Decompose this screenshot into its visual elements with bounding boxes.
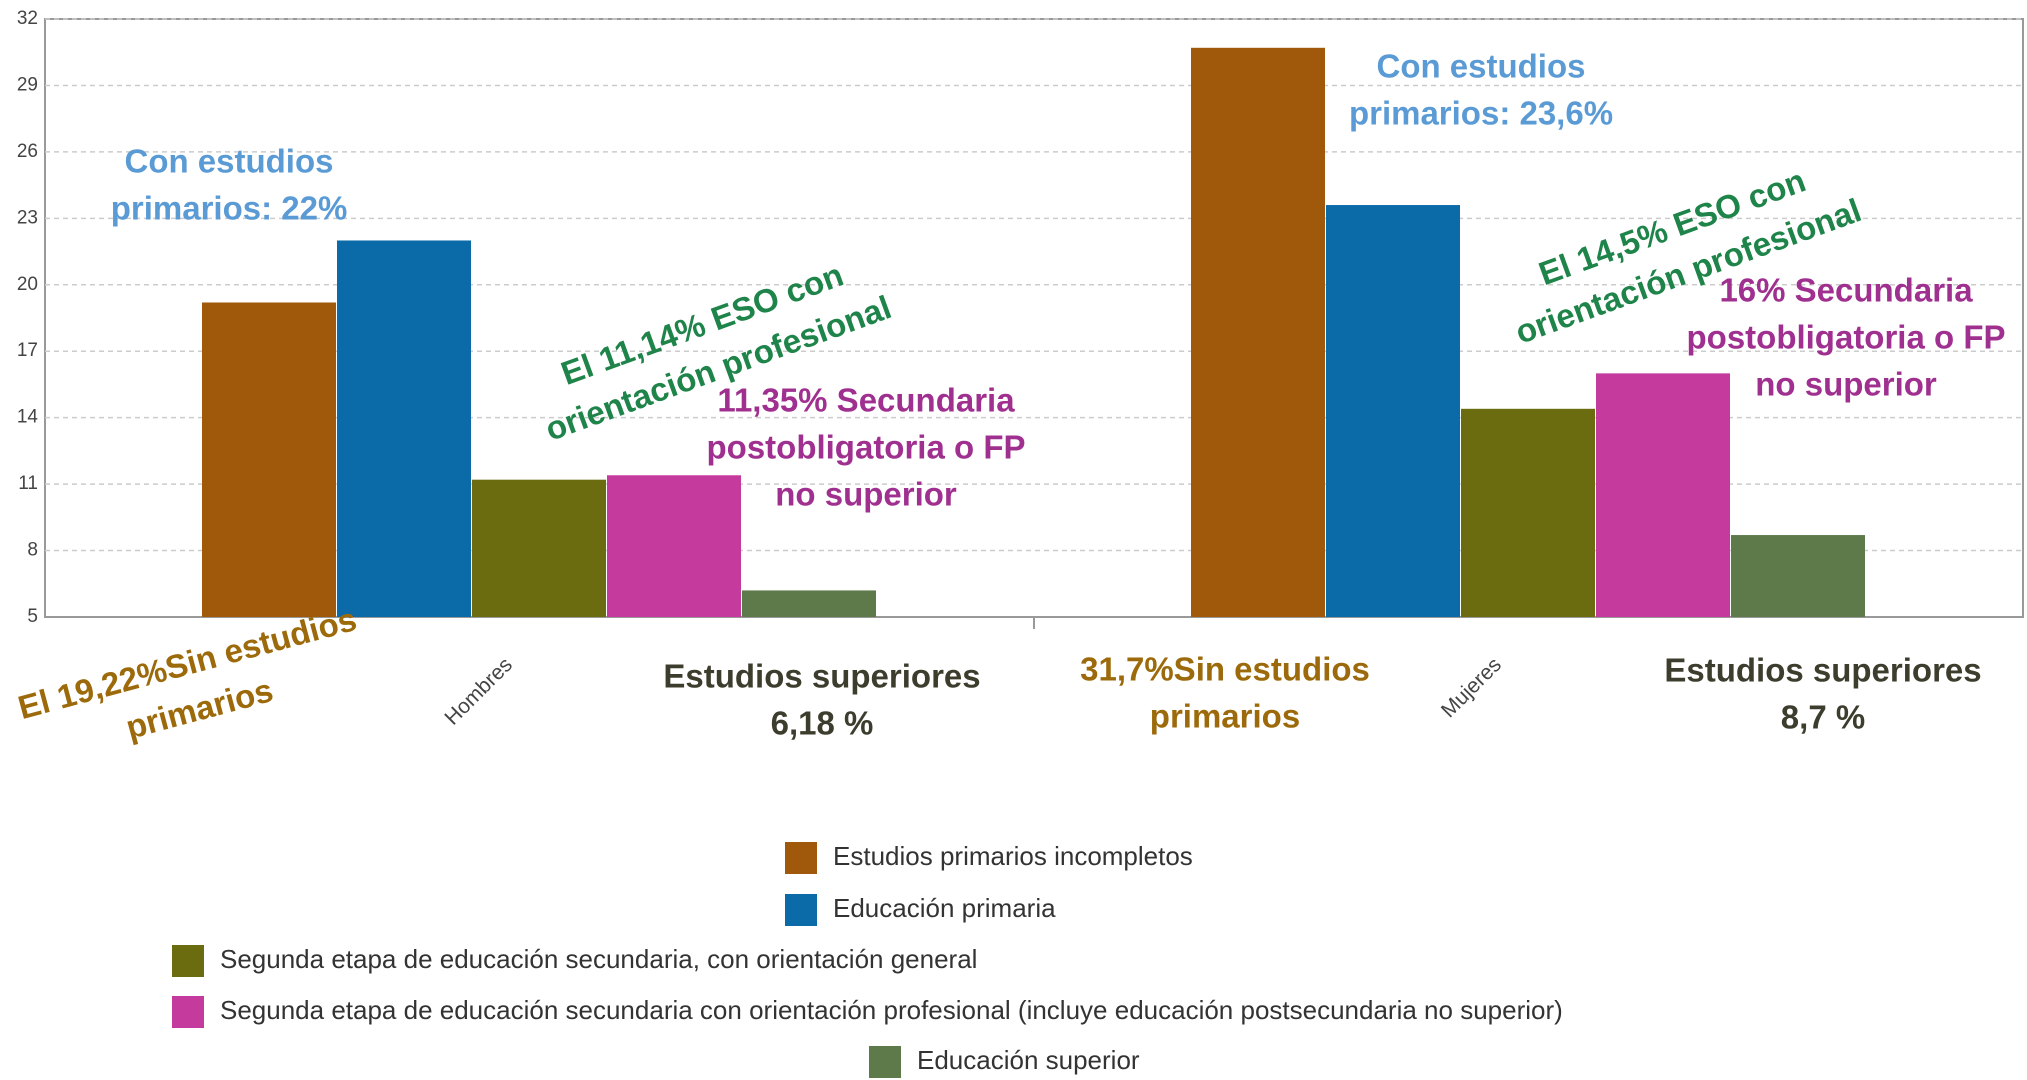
y-tick-label: 32 [17,8,38,29]
legend-swatch [785,894,817,926]
y-tick-label: 5 [27,606,38,627]
legend-swatch [172,996,204,1028]
legend-swatch [172,945,204,977]
annotation-text: primarios [1150,698,1300,735]
annotation: Estudios superiores 8,7 % [1664,652,1981,736]
legend-label: Educación superior [917,1045,1140,1075]
x-tick-label: Hombres [440,653,517,730]
annotation-text: primarios: 22% [111,190,348,227]
annotation-text: postobligatoria o FP [1687,319,2006,356]
annotation-text: 8,7 % [1781,699,1865,736]
annotation-text: 31,7%Sin estudios [1080,651,1370,688]
bar [1731,535,1865,617]
legend-swatch [869,1046,901,1078]
bar [202,302,336,617]
legend-label: Educación primaria [833,893,1056,923]
bar [1461,408,1595,617]
annotation-text: Estudios superiores [663,658,980,695]
legend-label: Estudios primarios incompletos [833,841,1193,871]
y-tick-label: 26 [17,141,38,162]
annotation: Estudios superiores 6,18 % [663,658,980,742]
y-tick-label: 29 [17,74,38,95]
legend-label: Segunda etapa de educación secundaria, c… [220,944,977,974]
y-tick-label: 23 [17,207,38,228]
y-tick-label: 11 [18,473,38,494]
bar [472,479,606,617]
annotation-text: Con estudios [124,143,333,180]
annotation-text: primarios: 23,6% [1349,95,1613,132]
annotation-text: Estudios superiores [1664,652,1981,689]
annotation-text: no superior [775,476,957,513]
y-tick-label: 14 [17,407,39,428]
legend-swatch [785,842,817,874]
annotation: 11,35% Secundaria postobligatoria o FP no … [707,382,1026,513]
annotation: 31,7%Sin estudios primarios [1080,651,1370,735]
y-tick-label: 20 [17,274,38,295]
annotation: Con estudios primarios: 22% [111,143,348,227]
bar [1596,373,1730,617]
bar [607,475,741,617]
annotation-text: Con estudios [1376,48,1585,85]
annotation-text: 16% Secundaria [1719,272,1973,309]
annotation-text: 6,18 % [771,705,874,742]
legend-label: Segunda etapa de educación secundaria co… [220,995,1563,1025]
annotation-text: 11,35% Secundaria [717,382,1015,419]
bar [1326,205,1460,618]
y-tick-label: 8 [27,540,38,561]
annotation: 16% Secundaria postobligatoria o FP no sup… [1687,272,2006,403]
y-tick-label: 17 [17,340,38,361]
x-tick-label: Mujeres [1437,653,1506,722]
annotation-text: no superior [1755,366,1937,403]
bar [742,590,876,617]
annotation-text: postobligatoria o FP [707,429,1026,466]
bar [1191,47,1325,617]
annotation: Con estudios primarios: 23,6% [1349,48,1613,132]
bar [337,240,471,617]
